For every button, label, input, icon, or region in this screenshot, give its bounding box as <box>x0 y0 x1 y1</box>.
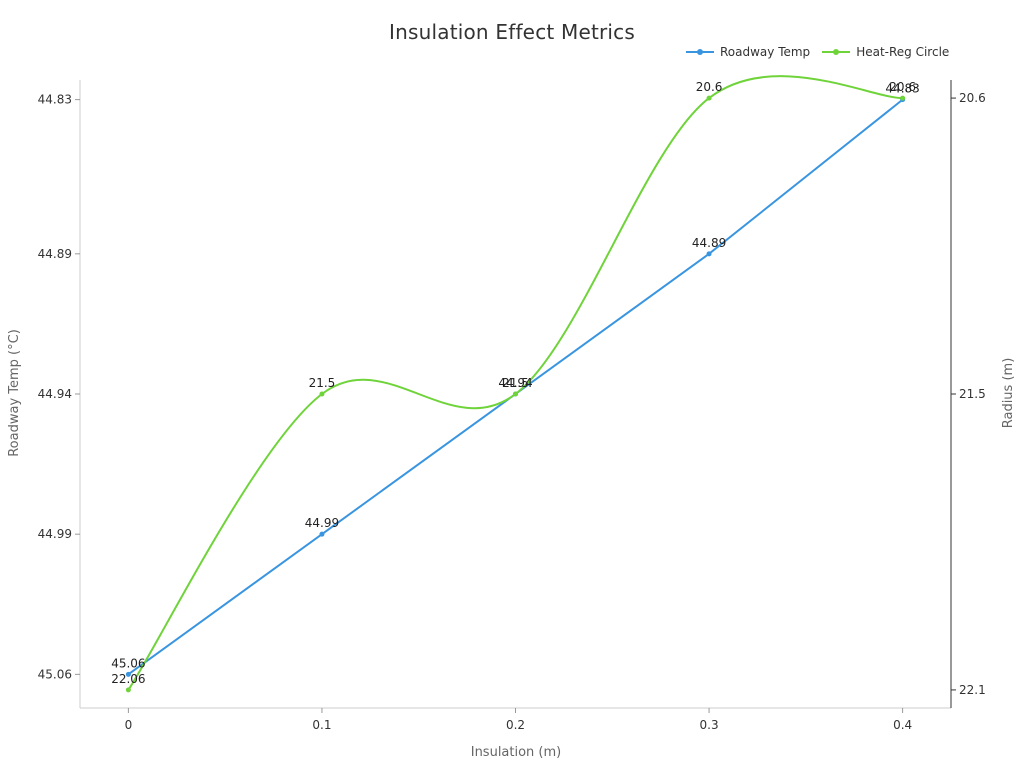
data-point-heat-reg-circle <box>319 391 325 397</box>
x-tick-label: 0.3 <box>700 718 719 732</box>
data-label-roadway-temp: 44.83 <box>885 82 919 96</box>
data-point-heat-reg-circle <box>513 391 518 397</box>
data-point-roadway-temp <box>706 251 712 257</box>
y-axis-left-label: Roadway Temp (°C) <box>7 329 22 457</box>
legend: Roadway Temp Heat-Reg Circle <box>686 45 949 59</box>
data-label-roadway-temp: 45.06 <box>111 656 145 670</box>
data-label-heat-reg-circle: 20.6 <box>696 80 723 94</box>
data-label-roadway-temp: 44.94 <box>498 376 532 390</box>
x-tick-label: 0 <box>125 718 133 732</box>
data-label-roadway-temp: 44.99 <box>305 516 339 530</box>
legend-item-heat-reg-circle[interactable]: Heat-Reg Circle <box>822 45 949 59</box>
y-left-tick-label: 44.89 <box>38 247 72 261</box>
y-right-tick-label: 21.5 <box>959 387 986 401</box>
data-point-roadway-temp <box>125 671 131 677</box>
data-point-heat-reg-circle <box>900 95 906 101</box>
legend-swatch-heat-reg-circle <box>822 46 851 58</box>
y-left-tick-label: 44.83 <box>38 93 72 107</box>
data-label-heat-reg-circle: 21.5 <box>502 376 529 390</box>
legend-swatch-roadway-temp <box>686 46 714 58</box>
data-label-heat-reg-circle: 22.06 <box>111 672 145 686</box>
x-tick-label: 0.4 <box>893 718 912 732</box>
chart-title: Insulation Effect Metrics <box>389 20 635 44</box>
x-tick-label: 0.1 <box>312 718 331 732</box>
legend-item-roadway-temp[interactable]: Roadway Temp <box>686 45 810 59</box>
data-point-roadway-temp <box>319 531 325 537</box>
data-point-heat-reg-circle <box>706 95 712 101</box>
y-left-tick-label: 44.99 <box>38 527 72 541</box>
data-label-heat-reg-circle: 20.6 <box>889 80 916 94</box>
data-label-roadway-temp: 44.89 <box>692 236 726 250</box>
y-axis-right-label: Radius (m) <box>1001 358 1016 429</box>
y-left-tick-label: 44.94 <box>38 387 72 401</box>
x-axis-label: Insulation (m) <box>471 745 562 760</box>
legend-label-roadway-temp: Roadway Temp <box>720 45 811 59</box>
y-right-tick-label: 22.1 <box>959 683 986 697</box>
data-point-heat-reg-circle <box>125 687 131 693</box>
legend-label-heat-reg-circle: Heat-Reg Circle <box>856 45 950 59</box>
y-left-tick-label: 45.06 <box>38 667 72 681</box>
y-right-tick-label: 20.6 <box>959 91 986 105</box>
data-label-heat-reg-circle: 21.5 <box>309 376 336 390</box>
x-tick-label: 0.2 <box>506 718 525 732</box>
